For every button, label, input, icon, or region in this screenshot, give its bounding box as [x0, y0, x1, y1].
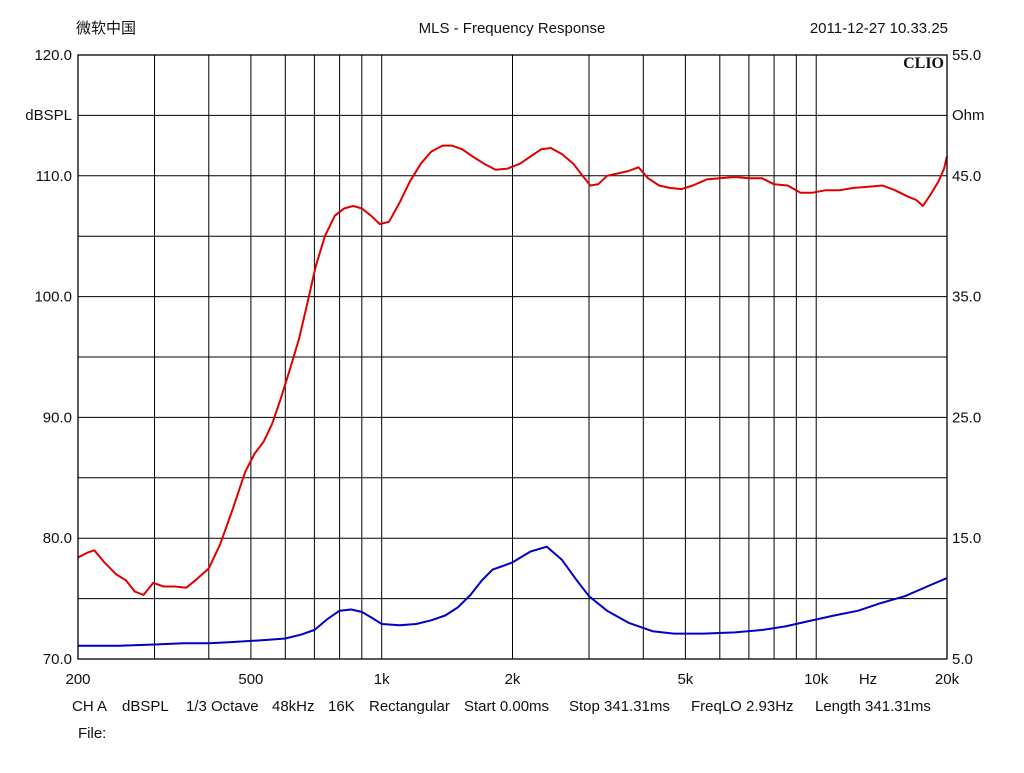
y-tick-label: 90.0 — [43, 409, 72, 426]
setting-item: 48kHz — [272, 698, 315, 715]
y2-tick-label: 5.0 — [952, 651, 973, 668]
timestamp: 2011-12-27 10.33.25 — [810, 20, 948, 37]
plot-frame — [77, 54, 948, 660]
y-tick-label: 70.0 — [43, 651, 72, 668]
impedance-curve-series — [78, 545, 948, 647]
y-tick-label: 120.0 — [34, 47, 72, 64]
x-tick-label: 5k — [677, 671, 693, 688]
clio-brand-logo: CLIO — [903, 55, 944, 72]
x-tick-label: 1k — [374, 671, 390, 688]
x-tick-label: 2k — [505, 671, 521, 688]
y2-tick-label: 35.0 — [952, 289, 981, 306]
setting-item: Length 341.31ms — [815, 698, 931, 715]
curves — [77, 144, 948, 647]
setting-item: Start 0.00ms — [464, 698, 549, 715]
x-tick-label: 10k — [804, 671, 829, 688]
y2-axis-label: Ohm — [952, 107, 985, 124]
setting-item: FreqLO 2.93Hz — [691, 698, 794, 715]
y-tick-label: 100.0 — [34, 289, 72, 306]
y2-tick-label: 15.0 — [952, 530, 981, 547]
setting-item: Stop 341.31ms — [569, 698, 670, 715]
y-axis-label: dBSPL — [25, 107, 72, 124]
x-tick-label: 20k — [935, 671, 960, 688]
setting-item: dBSPL — [122, 698, 169, 715]
company-label: 微软中国 — [76, 20, 136, 37]
setting-item: 16K — [328, 698, 355, 715]
y2-tick-label: 45.0 — [952, 168, 981, 185]
y-tick-label: 110.0 — [36, 168, 72, 185]
x-axis-label: Hz — [859, 671, 877, 688]
x-tick-label: 200 — [65, 671, 90, 688]
y2-tick-label: 25.0 — [952, 409, 981, 426]
setting-item: Rectangular — [369, 698, 450, 715]
spl-curve-series — [77, 144, 948, 596]
grid — [78, 55, 947, 659]
chart-title: MLS - Frequency Response — [419, 20, 606, 37]
setting-item: 1/3 Octave — [186, 698, 259, 715]
tick-labels: 200 500 1k 2k 5k 10k 20k 70.0 80.0 90.0 100.0 110.0… — [34, 47, 981, 688]
measurement-settings: CH A dBSPL 1/3 Octave 48kHz 16K Rectangular St… — [72, 698, 931, 715]
setting-item: CH A — [72, 698, 107, 715]
y-tick-label: 80.0 — [43, 530, 72, 547]
y2-tick-label: 55.0 — [952, 47, 981, 64]
file-label: File: — [78, 725, 106, 742]
x-tick-label: 500 — [238, 671, 263, 688]
